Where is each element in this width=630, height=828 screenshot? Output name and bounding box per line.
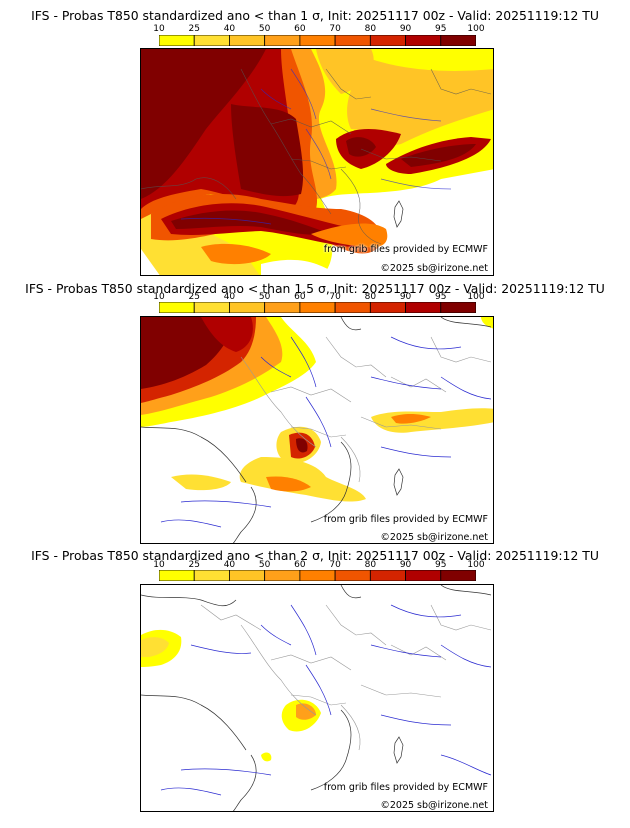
colorbar-tick-label: 95 [435, 24, 447, 34]
colorbar-tick-label: 50 [258, 292, 271, 302]
colorbar-segment [440, 302, 476, 313]
colorbar-tick-label: 80 [364, 292, 377, 302]
colorbar-tick-label: 40 [223, 24, 236, 34]
colorbar-segment [193, 35, 230, 46]
colorbar-tick-label: 100 [467, 292, 485, 302]
colorbar-segment [159, 302, 195, 313]
panel-title: IFS - Probas T850 standardized ano < tha… [25, 281, 605, 296]
colorbar-segment [264, 570, 301, 581]
colorbar-labels: 10 25 40 50 60 70 80 90 95 100 [153, 24, 484, 35]
colorbar-tick-label: 90 [399, 24, 412, 34]
credit-source: from grib files provided by ECMWF [323, 782, 488, 793]
colorbar-tick-label: 90 [399, 292, 412, 302]
colorbar [159, 302, 476, 313]
colorbar-tick-label: 80 [364, 560, 377, 570]
colorbar-tick-label: 60 [294, 292, 306, 302]
colorbar-segment [264, 302, 301, 313]
colorbar-tick-label: 100 [467, 24, 485, 34]
colorbar-segment [193, 570, 230, 581]
colorbar [159, 35, 476, 46]
colorbar-tick-label: 90 [399, 560, 412, 570]
colorbar-tick-label: 25 [188, 24, 200, 34]
colorbar-tick-label: 70 [329, 292, 341, 302]
colorbar-segment [159, 570, 195, 581]
colorbar-tick-label: 25 [188, 292, 200, 302]
probability-map[interactable]: from grib files provided by ECMWF ©2025 … [140, 584, 494, 812]
credit-source: from grib files provided by ECMWF [323, 514, 488, 525]
colorbar-segment [334, 302, 371, 313]
colorbar-segment [299, 570, 336, 581]
colorbar-segment [369, 35, 406, 46]
colorbar-tick-label: 25 [188, 560, 200, 570]
colorbar-segment [229, 570, 266, 581]
colorbar-segment [369, 570, 406, 581]
colorbar-segment [440, 35, 476, 46]
colorbar-tick-label: 100 [467, 560, 485, 570]
colorbar-tick-label: 50 [258, 24, 271, 34]
colorbar-tick-label: 10 [153, 24, 165, 34]
panel-title: IFS - Probas T850 standardized ano < tha… [31, 548, 599, 563]
credit-copyright: ©2025 sb@irizone.net [380, 800, 488, 811]
colorbar-tick-label: 60 [294, 560, 306, 570]
colorbar-tick-label: 95 [435, 560, 447, 570]
credit-source: from grib files provided by ECMWF [323, 244, 488, 255]
colorbar-labels: 10 25 40 50 60 70 80 90 95 100 [153, 560, 484, 571]
colorbar-tick-label: 10 [153, 560, 165, 570]
colorbar-segment [405, 302, 442, 313]
colorbar-tick-label: 95 [435, 292, 447, 302]
colorbar-tick-label: 40 [223, 560, 236, 570]
colorbar-segment [229, 302, 266, 313]
panel-title: IFS - Probas T850 standardized ano < tha… [31, 8, 599, 23]
colorbar-tick-label: 70 [329, 24, 341, 34]
colorbar-labels: 10 25 40 50 60 70 80 90 95 100 [153, 292, 484, 303]
colorbar-segment [334, 35, 371, 46]
credit-copyright: ©2025 sb@irizone.net [380, 532, 488, 543]
colorbar-tick-label: 70 [329, 560, 341, 570]
probability-map[interactable]: from grib files provided by ECMWF ©2025 … [140, 48, 494, 276]
colorbar-tick-label: 50 [258, 560, 271, 570]
credit-copyright: ©2025 sb@irizone.net [380, 263, 488, 274]
probability-map[interactable]: from grib files provided by ECMWF ©2025 … [140, 316, 494, 544]
colorbar-segment [299, 35, 336, 46]
colorbar-tick-label: 80 [364, 24, 377, 34]
colorbar-segment [440, 570, 476, 581]
colorbar-segment [264, 35, 301, 46]
colorbar-segment [334, 570, 371, 581]
colorbar [159, 570, 476, 581]
colorbar-tick-label: 10 [153, 292, 165, 302]
colorbar-segment [405, 35, 442, 46]
colorbar-tick-label: 40 [223, 292, 236, 302]
colorbar-segment [369, 302, 406, 313]
colorbar-segment [159, 35, 195, 46]
colorbar-tick-label: 60 [294, 24, 306, 34]
colorbar-segment [299, 302, 336, 313]
colorbar-segment [193, 302, 230, 313]
colorbar-segment [229, 35, 266, 46]
colorbar-segment [405, 570, 442, 581]
